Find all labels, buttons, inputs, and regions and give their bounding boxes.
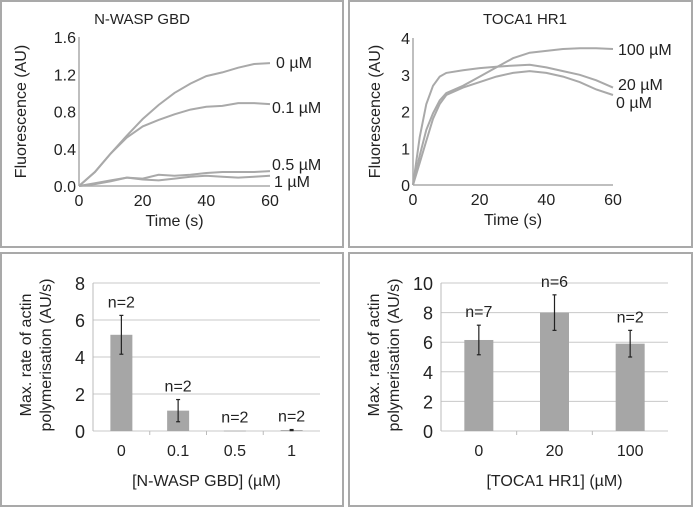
bar (615, 343, 645, 431)
x-tick-label: 60 (604, 192, 622, 209)
series-line (412, 47, 614, 186)
series-label: 0.1 µM (272, 100, 321, 117)
panel-nwasp-time: N-WASP GBD 0.0 0.4 0.8 1.2 1.6 0 20 40 60 Time (s)… (0, 0, 344, 248)
n-annotation: n=7 (465, 304, 492, 321)
series-label: 0 µM (276, 55, 312, 72)
series-line (412, 63, 614, 186)
x-tick-label: 0 (474, 443, 483, 460)
y-axis-label: Fluorescence (AU) (13, 45, 30, 178)
n-annotation: n=2 (221, 410, 248, 427)
panel-toca-time: TOCA1 HR1 0 1 2 3 4 0 20 40 60 Time (s) Fluorescenc… (348, 0, 693, 248)
x-tick-label: 1 (287, 443, 296, 460)
y-tick-label: 0 (401, 178, 410, 195)
series-label: 0.5 µM (272, 157, 321, 174)
bar (110, 334, 133, 431)
y-tick-label: 10 (413, 274, 433, 294)
x-tick-label: 20 (134, 193, 152, 210)
x-tick-label: 0 (409, 192, 418, 209)
x-tick-label: 0 (75, 193, 84, 210)
y-axis-label: Max. rate of actin (18, 294, 35, 417)
bar (540, 312, 569, 431)
y-tick-label: 2 (401, 105, 410, 122)
x-tick-label: 40 (197, 193, 215, 210)
y-tick-label: 6 (75, 311, 85, 331)
y-tick-label: 4 (75, 348, 85, 368)
x-axis-label: Time (s) (484, 212, 542, 229)
x-axis-label: [TOCA1 HR1] (µM) (486, 473, 622, 490)
chart-title: TOCA1 HR1 (483, 11, 567, 28)
n-annotation: n=6 (541, 274, 568, 291)
x-tick-label: 20 (546, 443, 564, 460)
n-annotation: n=2 (617, 309, 644, 326)
y-tick-label: 0 (75, 422, 85, 442)
panel-toca-rate: 0 2 4 6 8 10 n=7 0 n=6 20 n=2 100 [TOCA1 HR1] (µM) Ma… (348, 252, 693, 507)
nwasp-rate-chart: 0 2 4 6 8 n=2 0 n=2 0.1 n=2 0.5 n=2 1 [N-WASP GBD] (µ… (18, 274, 320, 490)
x-axis-label: [N-WASP GBD] (µM) (132, 473, 281, 490)
y-tick-label: 0 (423, 422, 433, 442)
series-line (78, 102, 271, 187)
y-tick-label: 0.4 (54, 142, 76, 159)
y-tick-label: 0.0 (54, 179, 76, 196)
x-tick-label: 0 (117, 443, 126, 460)
y-tick-label: 2 (75, 385, 85, 405)
y-axis-label: Max. rate of actin (366, 294, 383, 417)
series-line (78, 62, 271, 187)
y-tick-label: 8 (423, 304, 433, 324)
x-tick-label: 40 (537, 192, 555, 209)
x-tick-label: 20 (471, 192, 489, 209)
y-tick-label: 1 (401, 141, 410, 158)
series-label: 1 µM (274, 174, 310, 191)
series-label: 100 µM (618, 42, 672, 59)
series-label: 0 µM (616, 95, 652, 112)
y-tick-label: 0.8 (54, 105, 76, 122)
n-annotation: n=2 (108, 294, 135, 311)
toca-rate-chart: 0 2 4 6 8 10 n=7 0 n=6 20 n=2 100 [TOCA1 HR1] (µM) Ma… (366, 274, 668, 490)
bar (223, 430, 246, 432)
y-axis-label: Fluorescence (AU) (367, 45, 384, 178)
y-axis-label: polymerisation (AU/s) (38, 279, 55, 432)
y-tick-label: 4 (401, 31, 410, 48)
y-tick-label: 2 (423, 392, 433, 412)
y-axis-label: polymerisation (AU/s) (386, 279, 403, 432)
series-label: 20 µM (618, 77, 663, 94)
x-tick-label: 100 (617, 443, 644, 460)
series-line (78, 174, 271, 187)
y-tick-label: 8 (75, 274, 85, 294)
y-tick-label: 3 (401, 68, 410, 85)
n-annotation: n=2 (278, 409, 305, 426)
y-tick-label: 6 (423, 333, 433, 353)
x-tick-label: 0.1 (167, 443, 189, 460)
y-tick-label: 4 (423, 363, 433, 383)
chart-title: N-WASP GBD (94, 11, 190, 28)
x-tick-label: 0.5 (224, 443, 246, 460)
y-tick-label: 1.2 (54, 67, 76, 84)
series-line (412, 70, 614, 186)
nwasp-time-chart: N-WASP GBD 0.0 0.4 0.8 1.2 1.6 0 20 40 60 Time (s)… (13, 11, 321, 230)
n-annotation: n=2 (165, 379, 192, 396)
x-tick-label: 60 (261, 193, 279, 210)
y-tick-label: 1.6 (54, 30, 76, 47)
x-axis-label: Time (s) (145, 213, 203, 230)
panel-nwasp-rate: 0 2 4 6 8 n=2 0 n=2 0.1 n=2 0.5 n=2 1 [N-WASP GBD] (µ… (0, 252, 344, 507)
